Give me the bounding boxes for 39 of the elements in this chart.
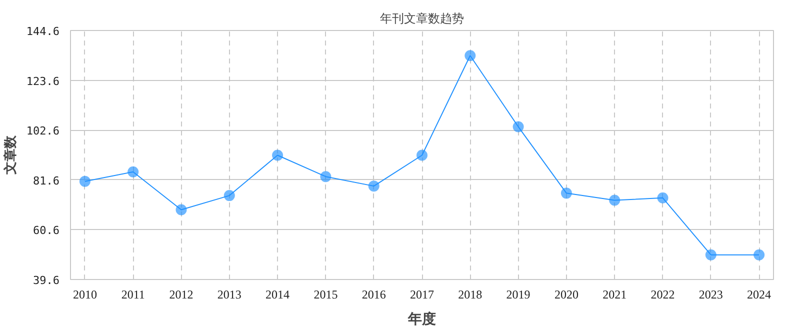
point [512,121,524,132]
point [128,166,139,178]
x-tick-label: 2019 [506,288,530,302]
y-tick-label: 60.6 [33,224,60,238]
x-tick-label: 2014 [266,288,290,302]
y-tick-label: 144.6 [26,25,60,38]
point [368,180,380,192]
x-tick-label: 2020 [554,288,578,302]
x-tick-label: 2024 [747,288,772,302]
x-tick-label: 2018 [458,288,482,302]
point [176,204,187,216]
point [754,249,765,260]
x-axis-title: 年度 [407,310,436,328]
x-tick-label: 2022 [650,288,675,302]
y-tick-label: 123.6 [26,74,60,88]
point [560,188,572,199]
x-tick-label: 2023 [698,288,723,302]
x-tick-label: 2015 [314,288,338,302]
y-axis-title: 文章数 [2,134,18,176]
x-tick-label: 2013 [217,288,242,302]
x-tick-label: 2010 [72,288,97,302]
y-tick-label: 39.6 [33,274,60,287]
y-tick-label: 81.6 [33,174,60,188]
point [464,50,476,62]
point [79,176,90,187]
x-tick-label: 2021 [602,288,627,302]
point [224,190,235,202]
point [705,249,716,260]
point [272,150,284,161]
x-tick-label: 2016 [362,288,386,302]
point [657,192,668,204]
x-tick-label: 2017 [410,288,434,302]
chart-title: 年刊文章数趋势 [380,12,464,26]
x-tick-label: 2011 [121,288,145,302]
point [609,194,620,206]
x-tick-label: 2012 [169,288,194,302]
point [416,150,428,161]
y-tick-label: 102.6 [26,124,60,138]
point [320,171,332,182]
